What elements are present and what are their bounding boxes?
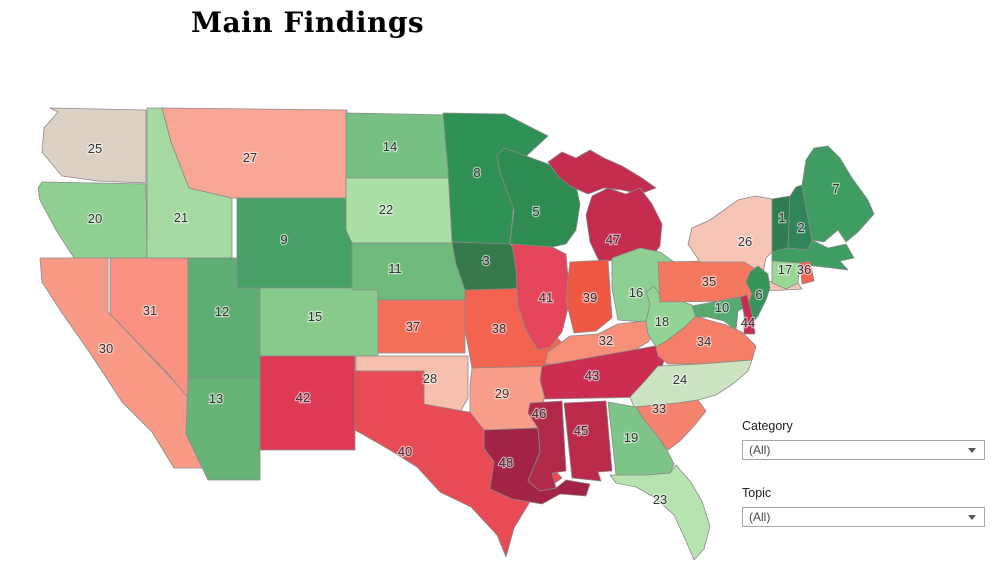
state-AL[interactable] — [563, 400, 613, 482]
state-label-MO: 38 — [492, 321, 506, 336]
state-label-NM: 42 — [296, 390, 310, 405]
state-label-WV: 18 — [655, 314, 669, 329]
state-MT[interactable] — [161, 107, 348, 199]
state-WA[interactable] — [41, 107, 147, 184]
topic-filter-dropdown[interactable]: (All) — [742, 507, 985, 527]
state-label-OK: 28 — [423, 371, 437, 386]
state-label-WI: 5 — [532, 204, 539, 219]
state-label-SC: 33 — [652, 401, 666, 416]
state-ND[interactable] — [345, 112, 459, 179]
state-NM[interactable] — [259, 355, 356, 451]
state-MS[interactable] — [527, 400, 567, 492]
state-label-VA: 34 — [697, 334, 711, 349]
state-label-FL: 23 — [653, 492, 667, 507]
chevron-down-icon — [968, 447, 976, 453]
state-label-LA: 48 — [499, 455, 513, 470]
state-label-PA: 35 — [702, 274, 716, 289]
state-OR[interactable] — [37, 181, 148, 259]
state-MI-part[interactable] — [547, 149, 657, 195]
state-CT[interactable] — [771, 260, 801, 290]
state-label-WY: 9 — [280, 232, 287, 247]
state-label-GA: 19 — [624, 430, 638, 445]
chevron-down-icon — [968, 514, 976, 520]
topic-filter-value: (All) — [749, 510, 771, 524]
state-label-KS: 37 — [406, 319, 420, 334]
state-label-MI: 47 — [606, 232, 620, 247]
state-KS[interactable] — [377, 299, 466, 354]
state-label-ME: 7 — [832, 181, 839, 196]
state-VA[interactable] — [655, 315, 757, 365]
state-label-NY: 26 — [738, 234, 752, 249]
state-GA[interactable] — [607, 401, 675, 476]
topic-filter-label: Topic — [742, 486, 772, 500]
state-label-ID: 21 — [174, 210, 188, 225]
state-AZ[interactable] — [185, 377, 261, 481]
state-SD[interactable] — [345, 177, 459, 244]
state-label-TN: 43 — [585, 368, 599, 383]
state-label-AL: 45 — [574, 423, 588, 438]
state-label-NE: 11 — [388, 261, 402, 276]
state-label-NJ: 6 — [755, 287, 762, 302]
page-title: Main Findings — [191, 6, 425, 39]
state-label-IN: 39 — [583, 290, 597, 305]
state-label-MD: 10 — [715, 300, 729, 315]
state-label-SD: 22 — [379, 202, 393, 217]
state-label-MN: 8 — [473, 165, 480, 180]
state-MI[interactable] — [585, 187, 663, 264]
state-label-AZ: 13 — [209, 391, 223, 406]
category-filter: Category (All) — [742, 419, 985, 460]
state-FL[interactable] — [609, 464, 711, 561]
state-label-NV: 31 — [143, 303, 157, 318]
state-label-KY: 32 — [599, 333, 613, 348]
state-label-IA: 3 — [482, 253, 489, 268]
state-WY[interactable] — [236, 197, 353, 289]
state-label-UT: 12 — [215, 304, 229, 319]
state-label-CT: 17 — [778, 262, 792, 277]
state-label-OR: 20 — [88, 211, 102, 226]
state-label-NC: 24 — [673, 372, 687, 387]
state-label-OH: 16 — [629, 285, 643, 300]
state-label-TX: 40 — [398, 444, 412, 459]
state-label-AR: 29 — [495, 386, 509, 401]
state-label-MS: 46 — [532, 406, 546, 421]
category-filter-label: Category — [742, 419, 793, 433]
category-filter-dropdown[interactable]: (All) — [742, 440, 985, 460]
state-label-DE: 44 — [741, 315, 755, 330]
state-label-RI: 36 — [797, 262, 811, 277]
state-NJ[interactable] — [745, 265, 771, 327]
state-IN[interactable] — [565, 259, 613, 334]
state-RI[interactable] — [799, 260, 815, 285]
state-label-CA: 30 — [99, 341, 113, 356]
category-filter-value: (All) — [749, 443, 771, 457]
state-label-ND: 14 — [383, 139, 397, 154]
state-ME[interactable] — [801, 145, 875, 243]
state-label-WA: 25 — [88, 141, 102, 156]
topic-filter: Topic (All) — [742, 486, 985, 527]
state-DE[interactable] — [739, 294, 756, 335]
state-label-IL: 41 — [539, 290, 553, 305]
state-NY[interactable] — [687, 195, 773, 279]
state-IL[interactable] — [511, 243, 571, 351]
state-label-NH: 2 — [797, 220, 804, 235]
state-label-VT: 1 — [778, 210, 785, 225]
state-label-MT: 27 — [243, 150, 257, 165]
state-label-CO: 15 — [308, 309, 322, 324]
